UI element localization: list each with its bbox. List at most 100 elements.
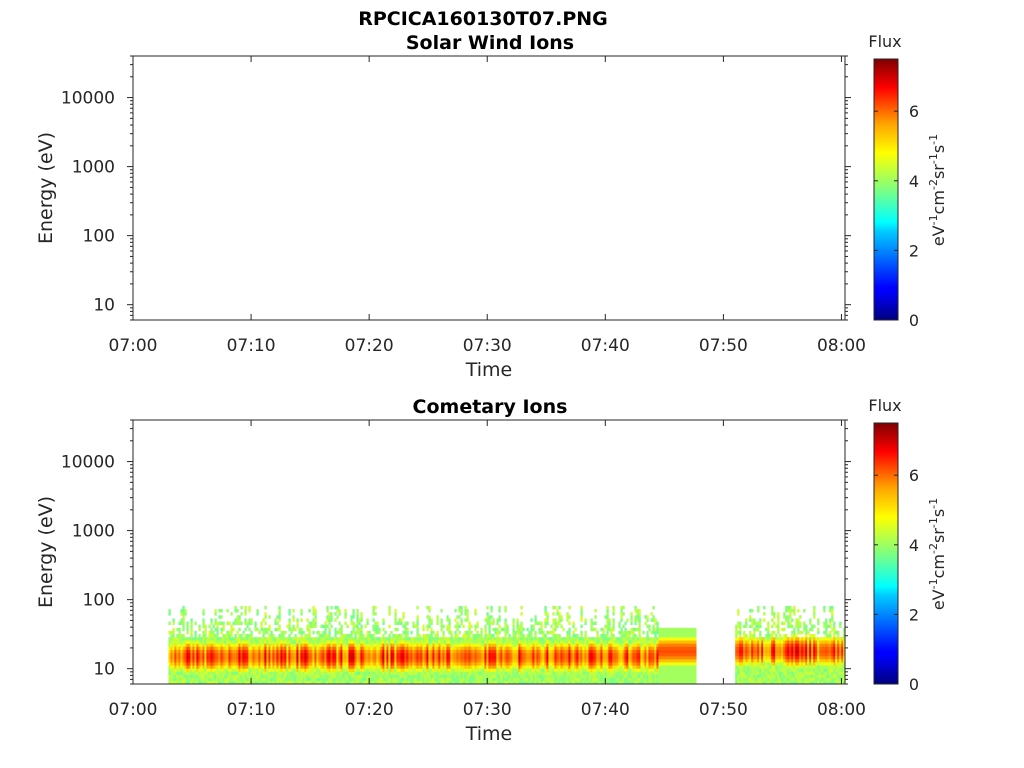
spectrogram-cell bbox=[650, 646, 653, 650]
spectrogram-cell bbox=[200, 671, 203, 675]
spectrogram-cell bbox=[632, 674, 635, 679]
spectrogram-cell bbox=[534, 643, 537, 647]
spectrogram-cell bbox=[516, 668, 519, 672]
spectrogram-cell bbox=[486, 646, 489, 650]
spectrogram-cell bbox=[190, 624, 193, 629]
spectrogram-cell bbox=[474, 674, 477, 679]
spectrogram-cell bbox=[418, 655, 421, 660]
spectrogram-cell bbox=[234, 652, 237, 657]
spectrogram-cell bbox=[406, 668, 409, 672]
spectrogram-cell bbox=[180, 646, 183, 650]
spectrogram-cell bbox=[612, 643, 615, 647]
spectrogram-cell bbox=[550, 665, 553, 669]
spectrogram-cell bbox=[602, 652, 605, 657]
spectrogram-cell bbox=[586, 655, 589, 660]
spectrogram-cell bbox=[302, 646, 305, 650]
spectrogram-cell bbox=[344, 655, 347, 660]
spectrogram-cell bbox=[759, 668, 762, 672]
spectrogram-cell bbox=[178, 668, 181, 672]
spectrogram-cell bbox=[626, 640, 629, 644]
spectrogram-cell bbox=[592, 627, 595, 632]
spectrogram-cell bbox=[648, 637, 651, 641]
spectrogram-cell bbox=[512, 677, 515, 682]
spectrogram-cell bbox=[632, 677, 635, 682]
spectrogram-cell bbox=[204, 649, 207, 654]
spectrogram-cell bbox=[354, 637, 357, 641]
spectrogram-cell bbox=[654, 643, 657, 647]
spectrogram-cell bbox=[362, 665, 365, 669]
spectrogram-cell bbox=[312, 624, 315, 629]
spectrogram-cell bbox=[470, 652, 473, 657]
spectrogram-cell bbox=[462, 659, 465, 663]
spectrogram-cell bbox=[536, 662, 539, 666]
spectrogram-cell bbox=[408, 662, 411, 666]
spectrogram-cell bbox=[204, 662, 207, 666]
spectrogram-cell bbox=[544, 637, 547, 641]
spectrogram-cell bbox=[510, 659, 513, 663]
spectrogram-cell bbox=[396, 652, 399, 657]
spectrogram-cell bbox=[310, 671, 313, 675]
spectrogram-cell bbox=[580, 630, 583, 635]
spectrogram-cell bbox=[632, 637, 635, 641]
spectrogram-cell bbox=[198, 677, 201, 682]
spectrogram-cell bbox=[356, 643, 359, 647]
spectrogram-cell bbox=[530, 668, 533, 672]
spectrogram-cell bbox=[456, 662, 459, 666]
spectrogram-cell bbox=[450, 659, 453, 663]
spectrogram-cell bbox=[648, 659, 651, 663]
spectrogram-cell bbox=[500, 640, 503, 644]
spectrogram-cell bbox=[230, 646, 233, 650]
spectrogram-cell bbox=[452, 665, 455, 669]
spectrogram-cell bbox=[448, 674, 451, 679]
spectrogram-cell bbox=[376, 630, 379, 635]
spectrogram-cell bbox=[428, 674, 431, 679]
spectrogram-cell bbox=[326, 618, 329, 622]
spectrogram-cell bbox=[498, 655, 501, 660]
spectrogram-cell bbox=[474, 624, 477, 629]
spectrogram-cell bbox=[344, 662, 347, 666]
spectrogram-cell bbox=[346, 652, 349, 657]
spectrogram-cell bbox=[178, 640, 181, 644]
spectrogram-cell bbox=[502, 659, 505, 663]
spectrogram-cell bbox=[516, 652, 519, 657]
spectrogram-cell bbox=[202, 668, 205, 672]
spectrogram-cell bbox=[190, 649, 193, 654]
spectrogram-cell bbox=[743, 634, 746, 638]
spectrogram-cell bbox=[745, 671, 748, 675]
spectrogram-cell bbox=[438, 655, 441, 660]
spectrogram-cell bbox=[196, 652, 199, 657]
spectrogram-cell bbox=[414, 665, 417, 669]
spectrogram-cell bbox=[336, 662, 339, 666]
spectrogram-cell bbox=[749, 646, 752, 650]
spectrogram-cell bbox=[620, 655, 623, 660]
spectrogram-cell bbox=[244, 652, 247, 657]
spectrogram-cell bbox=[556, 680, 559, 684]
spectrogram-cell bbox=[466, 671, 469, 675]
spectrogram-cell bbox=[476, 643, 479, 647]
spectrogram-cell bbox=[404, 643, 407, 647]
spectrogram-cell bbox=[188, 649, 191, 654]
spectrogram-cell bbox=[751, 665, 754, 669]
spectrogram-cell bbox=[356, 677, 359, 682]
spectrogram-cell bbox=[390, 643, 393, 647]
spectrogram-cell bbox=[570, 662, 573, 666]
spectrogram-cell bbox=[636, 615, 639, 619]
figure-title: RPCICA160130T07.PNG bbox=[358, 8, 608, 30]
spectrogram-cell bbox=[634, 674, 637, 679]
spectrogram-cell bbox=[528, 665, 531, 669]
spectrogram-cell bbox=[202, 643, 205, 647]
x-tick-label: 07:50 bbox=[699, 336, 748, 356]
spectrogram-cell bbox=[462, 680, 465, 684]
spectrogram-cell bbox=[560, 655, 563, 660]
spectrogram-cell bbox=[198, 674, 201, 679]
spectrogram-cell bbox=[506, 652, 509, 657]
spectrogram-cell bbox=[220, 643, 223, 647]
spectrogram-cell bbox=[652, 649, 655, 654]
spectrogram-cell bbox=[602, 646, 605, 650]
spectrogram-cell bbox=[252, 665, 255, 669]
spectrogram-cell bbox=[314, 677, 317, 682]
spectrogram-cell bbox=[416, 605, 419, 610]
spectrogram-cell bbox=[454, 637, 457, 641]
spectrogram-cell bbox=[630, 680, 633, 684]
spectrogram-cell bbox=[644, 655, 647, 660]
